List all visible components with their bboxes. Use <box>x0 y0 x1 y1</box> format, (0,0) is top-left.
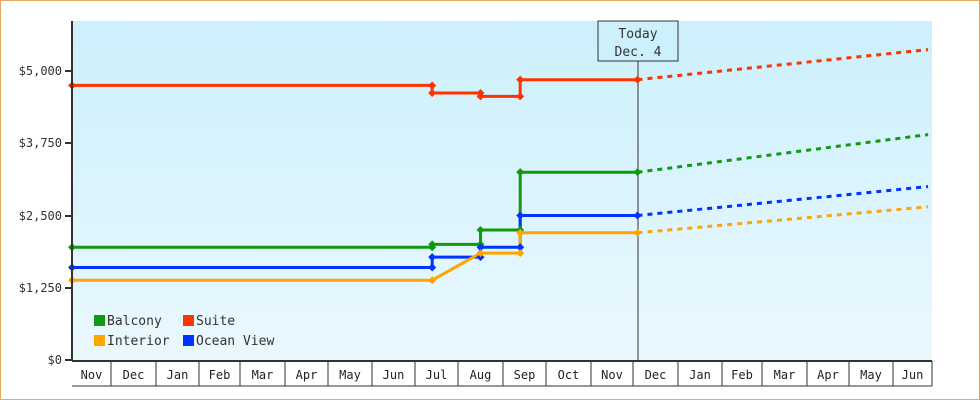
data-point-marker <box>428 88 437 97</box>
data-point-marker <box>428 81 437 90</box>
y-tick-label: $1,250 <box>19 281 62 295</box>
series-interior <box>72 205 929 282</box>
today-marker: Today Dec. 4 <box>597 20 679 360</box>
x-tick-label: Jun <box>383 368 405 382</box>
plot-area <box>72 21 932 360</box>
data-point-marker <box>428 253 437 262</box>
x-tick-label: Oct <box>558 368 580 382</box>
x-tick-label: Aug <box>470 368 492 382</box>
x-tick-label: Jun <box>902 368 924 382</box>
data-point-marker <box>516 228 525 237</box>
data-point-marker <box>516 168 525 177</box>
x-tick-label: Feb <box>209 368 231 382</box>
data-point-marker <box>516 92 525 101</box>
x-tick-label: Nov <box>81 368 103 382</box>
data-point-marker <box>476 243 485 252</box>
x-tick-label: Feb <box>731 368 753 382</box>
data-point-marker <box>476 92 485 101</box>
x-tick-label: Mar <box>252 368 274 382</box>
data-point-marker <box>516 75 525 84</box>
y-tick-label: $2,500 <box>19 209 62 223</box>
legend-swatch <box>94 315 105 326</box>
x-axis: Nov Dec Jan Feb Mar Apr May Jun Jul Aug Sep Oct Nov D… <box>72 360 933 387</box>
legend-swatch <box>183 335 194 346</box>
data-point-marker <box>476 249 485 258</box>
legend-swatch <box>94 335 105 346</box>
data-point-marker <box>428 276 437 285</box>
data-point-marker <box>516 243 525 252</box>
x-tick-label: Jan <box>167 368 189 382</box>
legend-label: Ocean View <box>196 334 274 349</box>
legend-swatch <box>183 315 194 326</box>
legend-label: Balcony <box>107 314 162 329</box>
data-point-marker <box>476 225 485 234</box>
x-tick-label: Nov <box>601 368 623 382</box>
x-tick-label: Apr <box>817 368 839 382</box>
data-point-marker <box>428 263 437 272</box>
x-tick-label: Jul <box>426 368 448 382</box>
legend-label: Interior <box>107 334 170 349</box>
x-tick-label: Dec <box>123 368 145 382</box>
y-tick-label: $3,750 <box>19 136 62 150</box>
data-point-marker <box>516 249 525 258</box>
legend-label: Suite <box>196 314 235 329</box>
x-tick-label: Jan <box>689 368 711 382</box>
data-point-marker <box>633 211 642 220</box>
y-tick-label: $5,000 <box>19 64 62 78</box>
data-point-marker <box>516 211 525 220</box>
today-label: Today <box>618 27 657 42</box>
legend: Balcony Suite Interior Ocean View <box>94 314 274 349</box>
x-tick-label: May <box>860 368 882 382</box>
x-tick-label: May <box>339 368 361 382</box>
y-tick-label: $0 <box>48 353 62 367</box>
x-tick-label: Sep <box>514 368 536 382</box>
data-point-marker <box>633 168 642 177</box>
y-axis: $0 $1,250 $2,500 $3,750 $5,000 <box>19 21 73 367</box>
x-tick-label: Dec <box>645 368 667 382</box>
data-point-marker <box>633 228 642 237</box>
data-point-marker <box>428 240 437 249</box>
data-point-marker <box>476 253 485 262</box>
x-tick-label: Apr <box>296 368 318 382</box>
x-tick-label: Mar <box>774 368 796 382</box>
data-point-marker <box>633 75 642 84</box>
markers-layer <box>68 75 642 285</box>
today-date: Dec. 4 <box>615 45 662 60</box>
